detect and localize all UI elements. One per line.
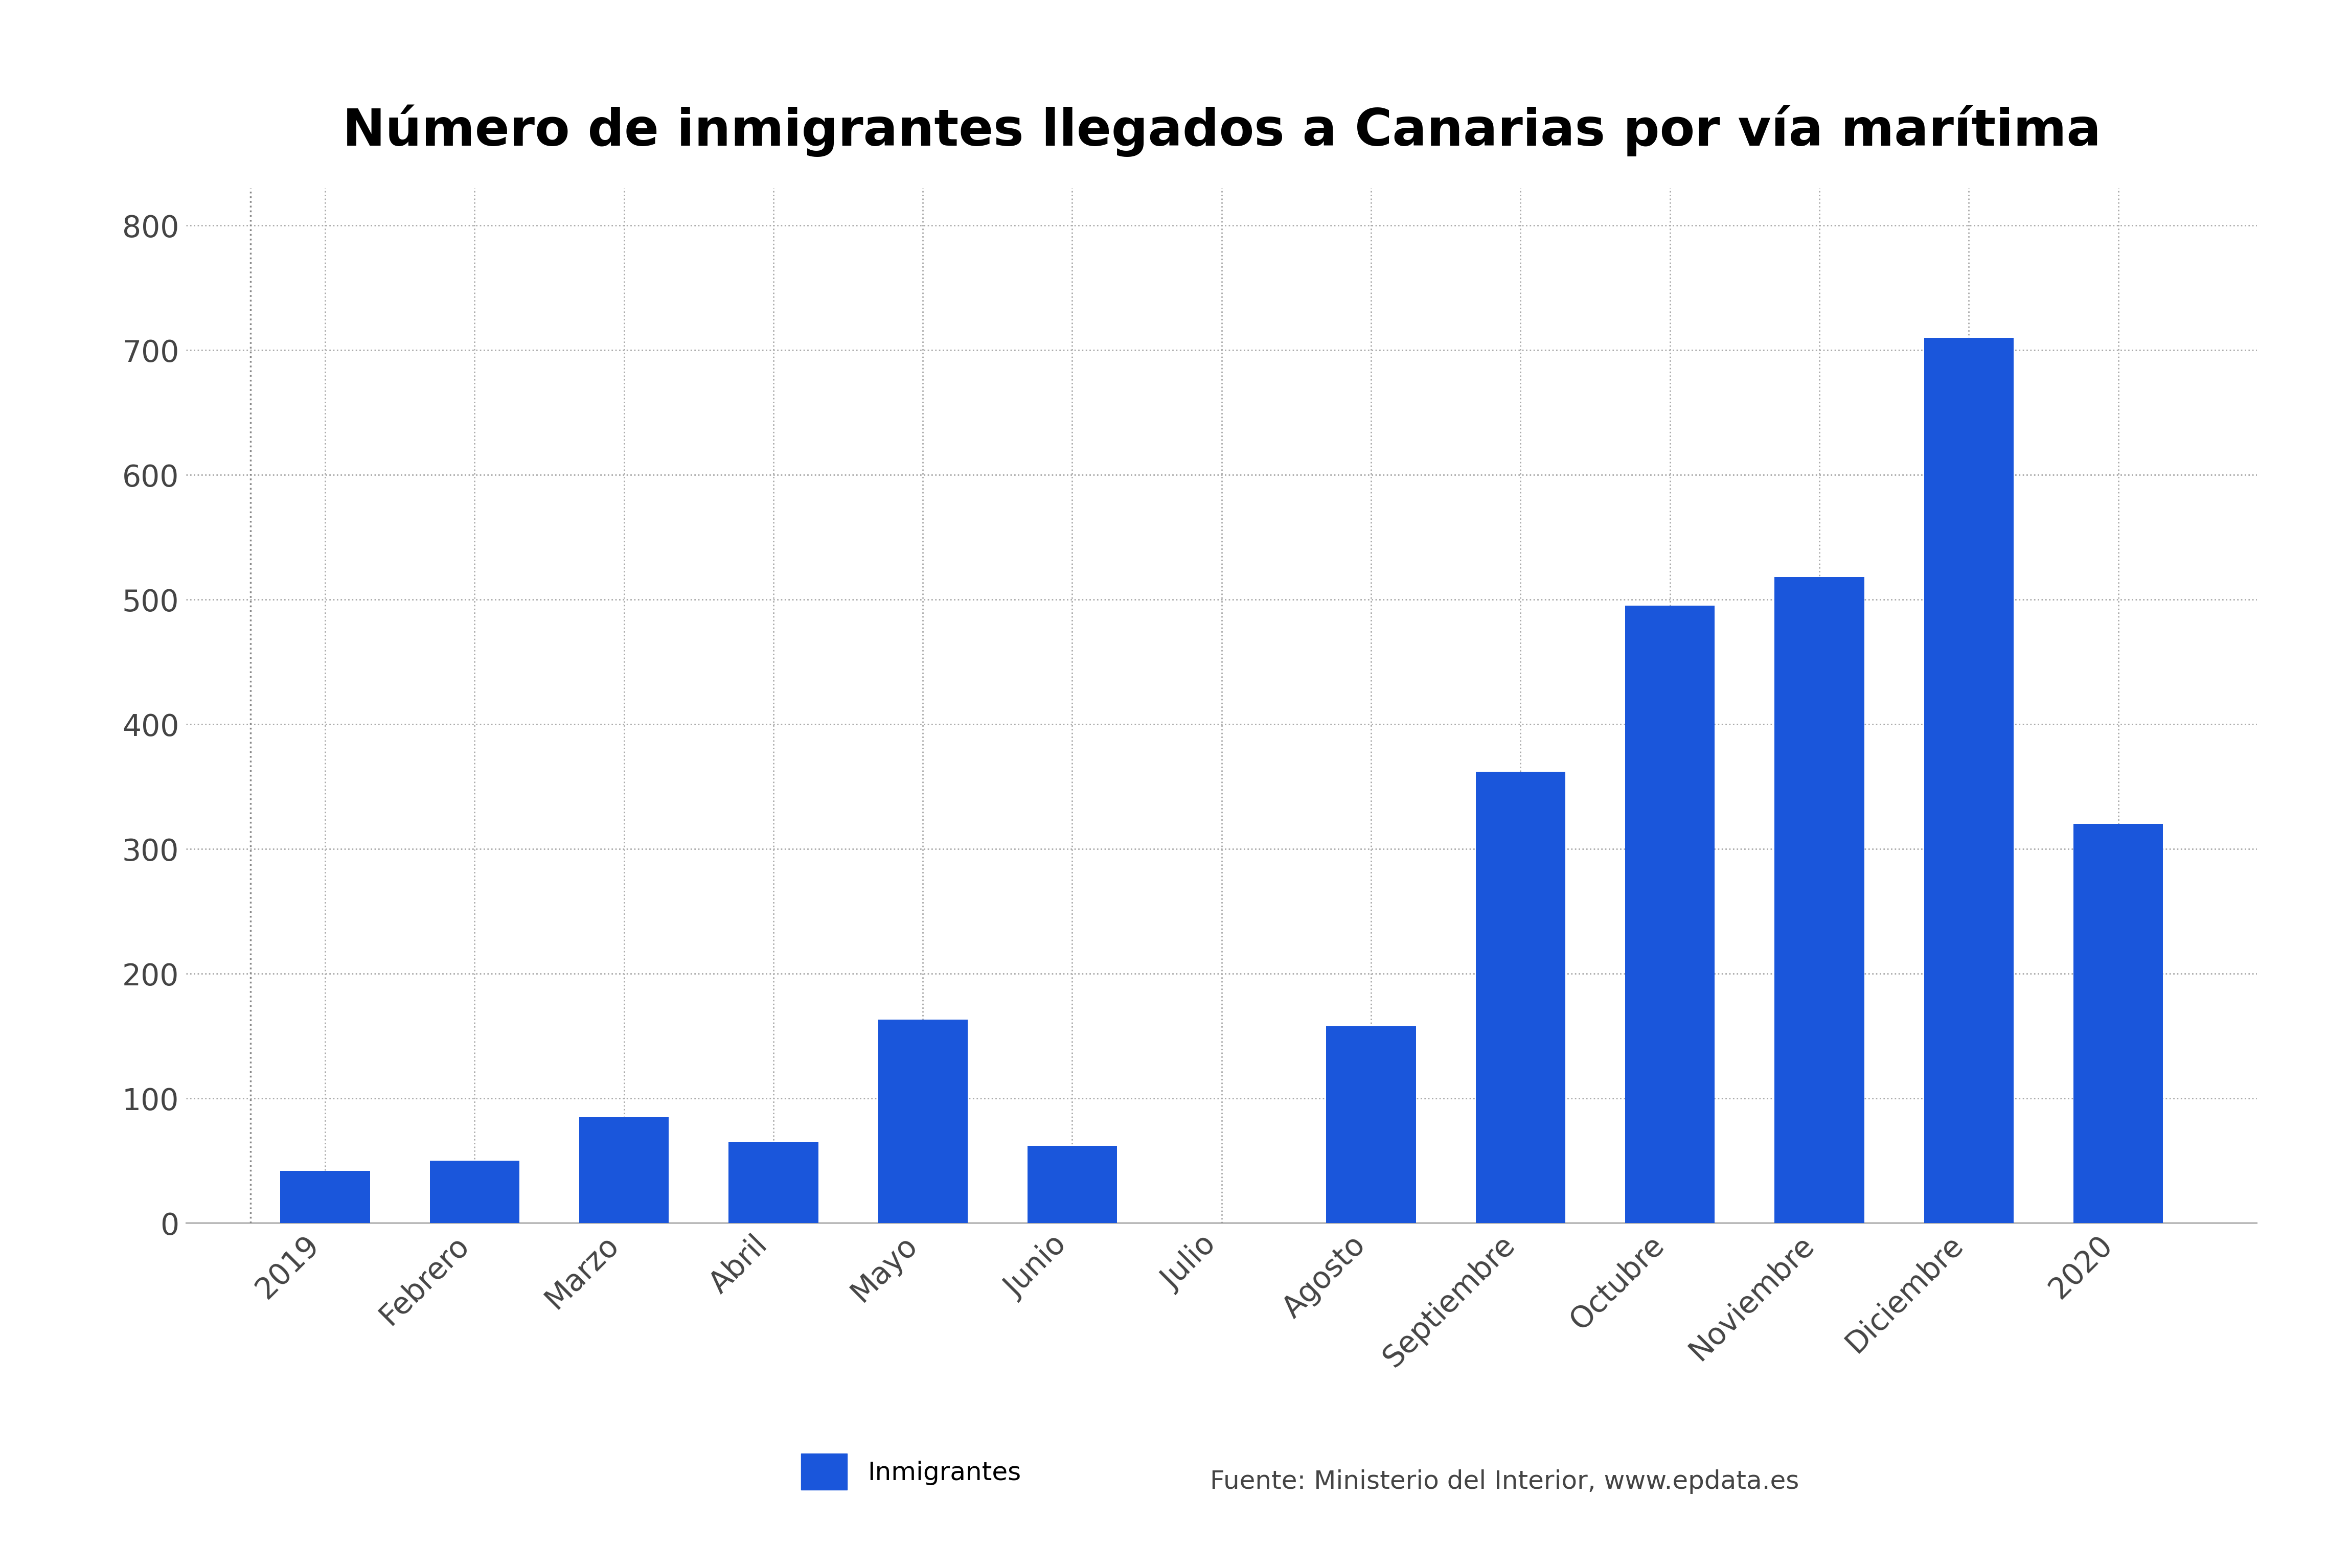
Bar: [1624, 605, 1715, 1223]
Bar: [877, 1019, 968, 1223]
Legend: Inmigrantes: Inmigrantes: [791, 1444, 1031, 1501]
Bar: [279, 1171, 370, 1223]
Bar: [2073, 825, 2164, 1223]
Bar: [728, 1142, 819, 1223]
Bar: [1475, 771, 1566, 1223]
Bar: [1029, 1146, 1117, 1223]
Bar: [1924, 337, 2013, 1223]
Bar: [1776, 577, 1864, 1223]
Bar: [430, 1160, 519, 1223]
Text: Fuente: Ministerio del Interior, www.epdata.es: Fuente: Ministerio del Interior, www.epd…: [1210, 1469, 1799, 1494]
Bar: [579, 1116, 668, 1223]
Bar: [1326, 1025, 1415, 1223]
Title: Número de inmigrantes llegados a Canarias por vía marítima: Número de inmigrantes llegados a Canaria…: [342, 105, 2101, 157]
